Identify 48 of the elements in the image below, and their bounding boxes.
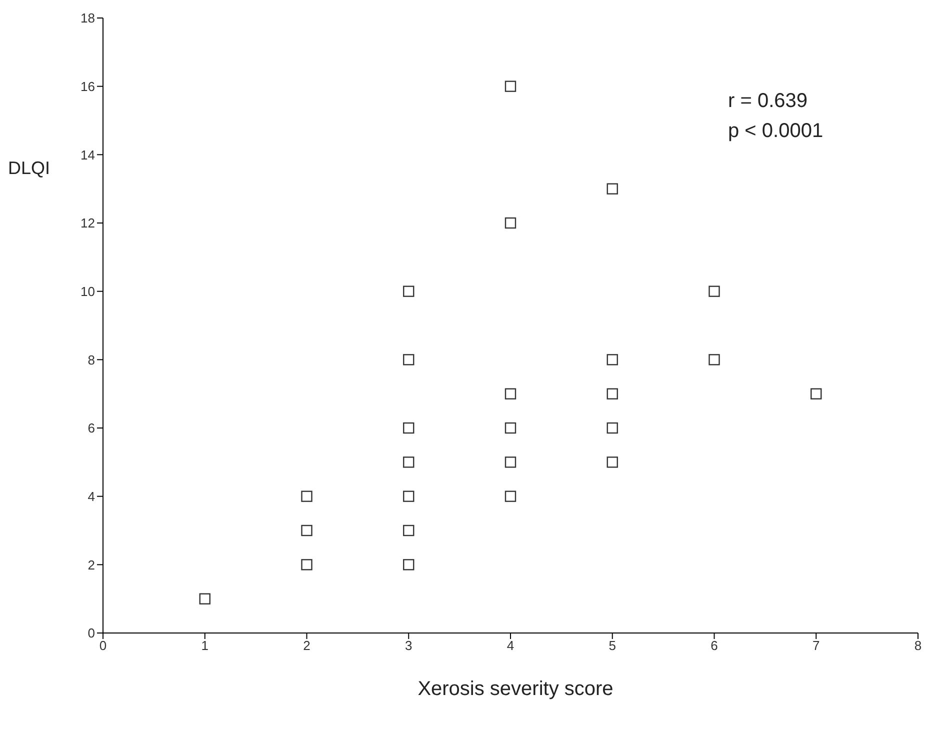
point — [403, 490, 414, 502]
point — [810, 388, 822, 400]
x-tick-label: 2 — [303, 638, 310, 654]
x-tick-label: 3 — [405, 638, 412, 654]
point — [403, 286, 414, 297]
point — [504, 456, 516, 468]
y-tick-label: 8 — [88, 352, 95, 368]
annotation: r = 0.639 — [728, 89, 809, 114]
point — [708, 354, 720, 366]
point — [504, 217, 516, 229]
x-tick-label: 8 — [914, 638, 922, 654]
y-tick-label: 2 — [88, 557, 95, 572]
point — [606, 422, 618, 434]
point — [301, 490, 312, 502]
point — [301, 524, 312, 536]
x-tick-label: 7 — [812, 638, 820, 654]
point — [199, 593, 210, 604]
point — [606, 388, 618, 400]
point — [504, 422, 516, 434]
x-tick-label: 6 — [710, 638, 718, 654]
point — [606, 456, 618, 468]
x-tick-label: 1 — [201, 638, 208, 654]
x-axis-title: Xerosis severity score — [416, 678, 614, 701]
y-tick-label: 4 — [88, 488, 95, 504]
y-tick-label: 12 — [80, 216, 95, 231]
annotation: p < 0.0001 — [728, 119, 824, 144]
point — [403, 524, 414, 536]
point — [504, 490, 516, 502]
point — [403, 456, 414, 468]
y-tick-label: 18 — [80, 10, 95, 26]
point — [504, 80, 516, 92]
point — [606, 183, 618, 194]
x-tick-label: 4 — [506, 638, 514, 654]
y-axis-title: DLQI — [8, 158, 50, 179]
y-tick-label: 16 — [80, 78, 95, 94]
y-tick-label: 14 — [80, 147, 95, 162]
point — [301, 559, 312, 570]
point — [403, 422, 414, 434]
y-tick-label: 6 — [88, 420, 95, 436]
point — [403, 354, 414, 366]
x-tick-label: 5 — [608, 638, 616, 654]
point — [606, 354, 618, 366]
point — [708, 286, 720, 297]
point — [403, 559, 414, 570]
point — [504, 388, 516, 400]
y-tick-label: 0 — [88, 626, 95, 641]
y-tick-label: 10 — [80, 284, 95, 299]
x-tick-label: 0 — [99, 638, 107, 654]
